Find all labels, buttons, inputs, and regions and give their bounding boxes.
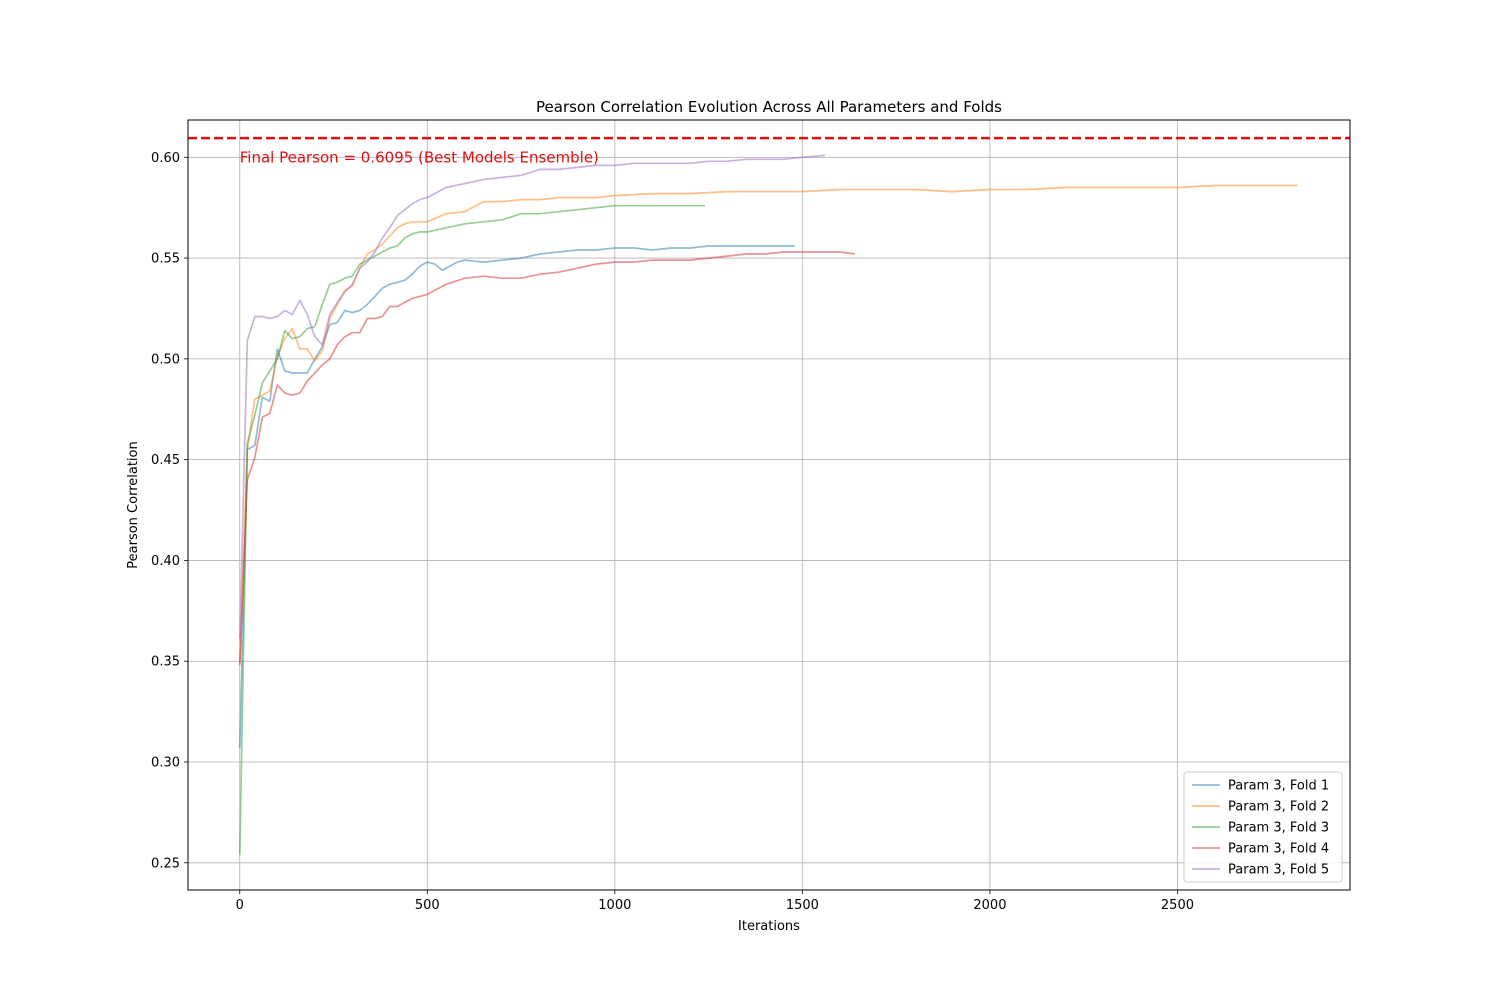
series-line-fold-3 [238,204,705,855]
x-axis-label: Iterations [738,919,800,934]
tick-layer: 0 500 1000 1500 2000 2500 0.25 0.30 0.35 0.40 0.45… [151,151,1194,913]
y-tick-label: 0.30 [151,756,180,771]
y-tick-label: 0.40 [151,554,180,569]
legend-entry-label: Param 3, Fold 1 [1228,779,1329,794]
y-tick-label: 0.35 [151,655,180,670]
legend-entry-label: Param 3, Fold 3 [1228,821,1329,836]
y-tick-label: 0.45 [151,453,180,468]
y-axis-label: Pearson Correlation [126,441,141,568]
y-tick-label: 0.50 [151,352,180,367]
series-line-fold-5 [238,154,825,640]
legend-entry-label: Param 3, Fold 2 [1228,800,1329,815]
reference-line-annotation: Final Pearson = 0.6095 (Best Models Ense… [240,148,599,166]
x-tick-label: 500 [415,898,440,913]
x-tick-label: 0 [236,898,244,913]
y-tick-label: 0.55 [151,252,180,267]
series-line-fold-1 [238,245,795,748]
plot-frame [187,119,1351,891]
grid-layer [188,120,1350,890]
legend-box [1183,771,1343,883]
x-tick-label: 1000 [598,898,631,913]
x-tick-label: 2000 [973,898,1006,913]
y-tick-label: 0.25 [151,856,180,871]
series-layer [238,154,1298,855]
x-tick-label: 2500 [1161,898,1194,913]
legend: Param 3, Fold 1 Param 3, Fold 2 Param 3, F… [1183,771,1343,883]
legend-entry-label: Param 3, Fold 5 [1228,863,1329,878]
y-tick-label: 0.60 [151,151,180,166]
chart-title: Pearson Correlation Evolution Across All… [536,98,1002,116]
series-line-fold-4 [238,251,856,666]
series-line-fold-2 [238,184,1298,664]
x-tick-label: 1500 [786,898,819,913]
legend-entry-label: Param 3, Fold 4 [1228,842,1329,857]
